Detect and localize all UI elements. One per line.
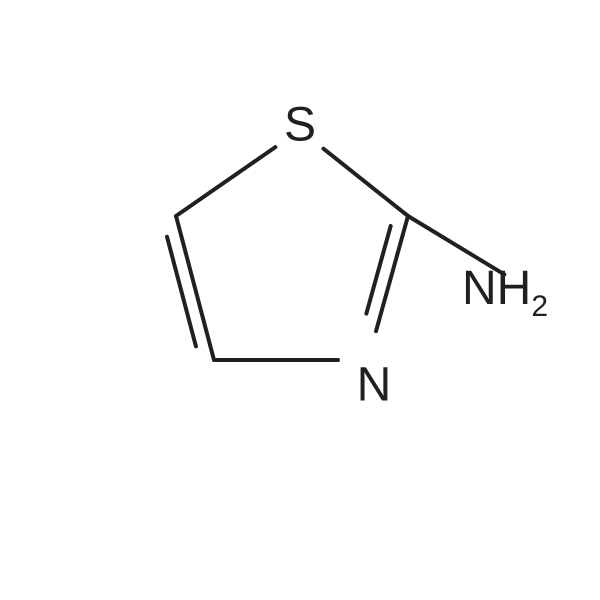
svg-text:S: S: [284, 99, 316, 152]
svg-text:N: N: [357, 359, 392, 412]
molecule-diagram: S N NH2: [0, 0, 600, 600]
svg-text:NH2: NH2: [462, 262, 548, 323]
